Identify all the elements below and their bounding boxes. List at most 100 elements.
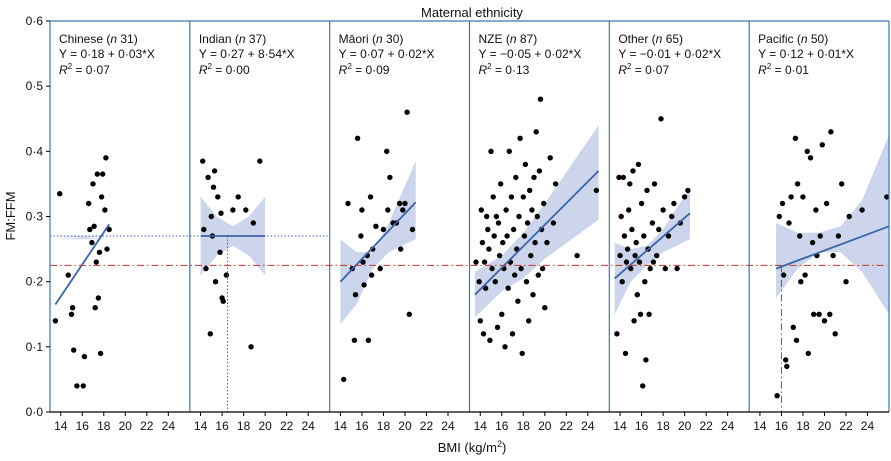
panel-mori: Māori (n 30)Y = 0·07 + 0·02*XR2 = 0·09 14… [334, 32, 455, 433]
x-tick-label: 18 [517, 419, 531, 433]
data-point [521, 233, 528, 239]
data-point [542, 305, 548, 311]
data-point [504, 233, 510, 239]
data-point [94, 171, 101, 177]
data-point [526, 318, 532, 324]
data-point [385, 207, 391, 213]
data-point [377, 265, 383, 272]
data-point [257, 158, 263, 164]
x-tick-label: 24 [441, 419, 455, 433]
data-point [620, 174, 626, 181]
regression-line [775, 225, 890, 270]
data-point [491, 233, 497, 239]
data-point [243, 207, 249, 213]
data-point [482, 285, 489, 291]
data-point [367, 194, 374, 200]
data-point [819, 142, 825, 148]
data-point [71, 347, 77, 353]
data-point [637, 311, 644, 317]
data-point [622, 350, 629, 357]
panel-title: Māori (n 30) [339, 32, 404, 46]
data-point [529, 207, 535, 213]
data-point [550, 220, 557, 226]
data-point [681, 194, 688, 200]
x-tick-label: 14 [334, 419, 348, 433]
data-point [614, 331, 620, 337]
x-tick-label: 16 [76, 419, 90, 433]
data-point [248, 344, 254, 350]
panel-equation: Y = 0·18 + 0·03*X [59, 47, 155, 61]
data-point [368, 272, 375, 278]
x-tick-label: 18 [237, 419, 251, 433]
panel-title: Chinese (n 31) [59, 32, 138, 46]
data-point [506, 148, 512, 154]
data-point [354, 135, 361, 141]
data-point [489, 265, 495, 272]
data-point [65, 272, 72, 278]
data-point [638, 200, 645, 207]
x-tick-label: 20 [678, 419, 692, 433]
panel-r-squared: R2 = 0·07 [59, 62, 110, 77]
data-point [508, 194, 515, 200]
data-point [630, 168, 636, 174]
data-point [220, 298, 226, 304]
panel-r-squared: R2 = 0·00 [199, 62, 250, 77]
data-point [494, 324, 501, 330]
data-point [57, 191, 63, 197]
data-point [488, 148, 494, 154]
confidence-band [474, 125, 599, 318]
x-tick-label: 20 [538, 419, 552, 433]
data-point [351, 337, 358, 343]
data-point [534, 213, 540, 220]
data-point [104, 246, 110, 252]
x-tick-label: 14 [474, 419, 488, 433]
data-point [496, 252, 503, 259]
data-point [669, 213, 675, 220]
data-point [621, 233, 628, 239]
data-point [473, 259, 479, 265]
x-tick-label: 22 [420, 419, 434, 433]
data-point [788, 194, 794, 200]
data-point [776, 213, 782, 220]
data-point [783, 357, 789, 363]
data-point [816, 311, 822, 317]
data-point [817, 233, 823, 239]
plot-area: Chinese (n 31)Y = 0·18 + 0·03*XR2 = 0·07… [26, 14, 890, 433]
data-point [523, 279, 530, 285]
panel-indian: Indian (n 37)Y = 0·27 + 8·54*XR2 = 0·00 1… [194, 32, 315, 433]
data-point [646, 311, 652, 317]
y-axis-label: FM:FFM [3, 191, 18, 240]
data-point [640, 383, 646, 389]
data-point [87, 226, 93, 233]
data-point [98, 194, 105, 200]
data-point [527, 187, 533, 194]
data-point [96, 249, 103, 255]
data-point [512, 272, 518, 278]
data-point [518, 265, 524, 272]
panel-title: Other (n 65) [618, 32, 683, 46]
data-point [821, 318, 828, 324]
data-point [91, 223, 97, 229]
data-point [513, 174, 519, 181]
x-tick-label: 18 [656, 419, 670, 433]
data-point [490, 194, 496, 200]
data-point [223, 272, 230, 278]
data-point [650, 259, 657, 265]
data-point [616, 174, 622, 181]
data-point [811, 311, 817, 317]
data-point [524, 220, 531, 226]
data-point [86, 200, 92, 207]
data-point [359, 207, 365, 213]
data-point [68, 311, 75, 317]
data-point [398, 246, 404, 252]
data-point [74, 383, 80, 389]
data-point [485, 226, 491, 233]
data-point [352, 292, 359, 298]
data-point [217, 249, 223, 255]
data-point [516, 213, 522, 220]
data-point [794, 181, 801, 187]
panel-equation: Y = −0·01 + 0·02*X [618, 47, 721, 61]
data-point [341, 376, 347, 383]
x-tick-label: 20 [398, 419, 412, 433]
data-point [230, 207, 236, 213]
